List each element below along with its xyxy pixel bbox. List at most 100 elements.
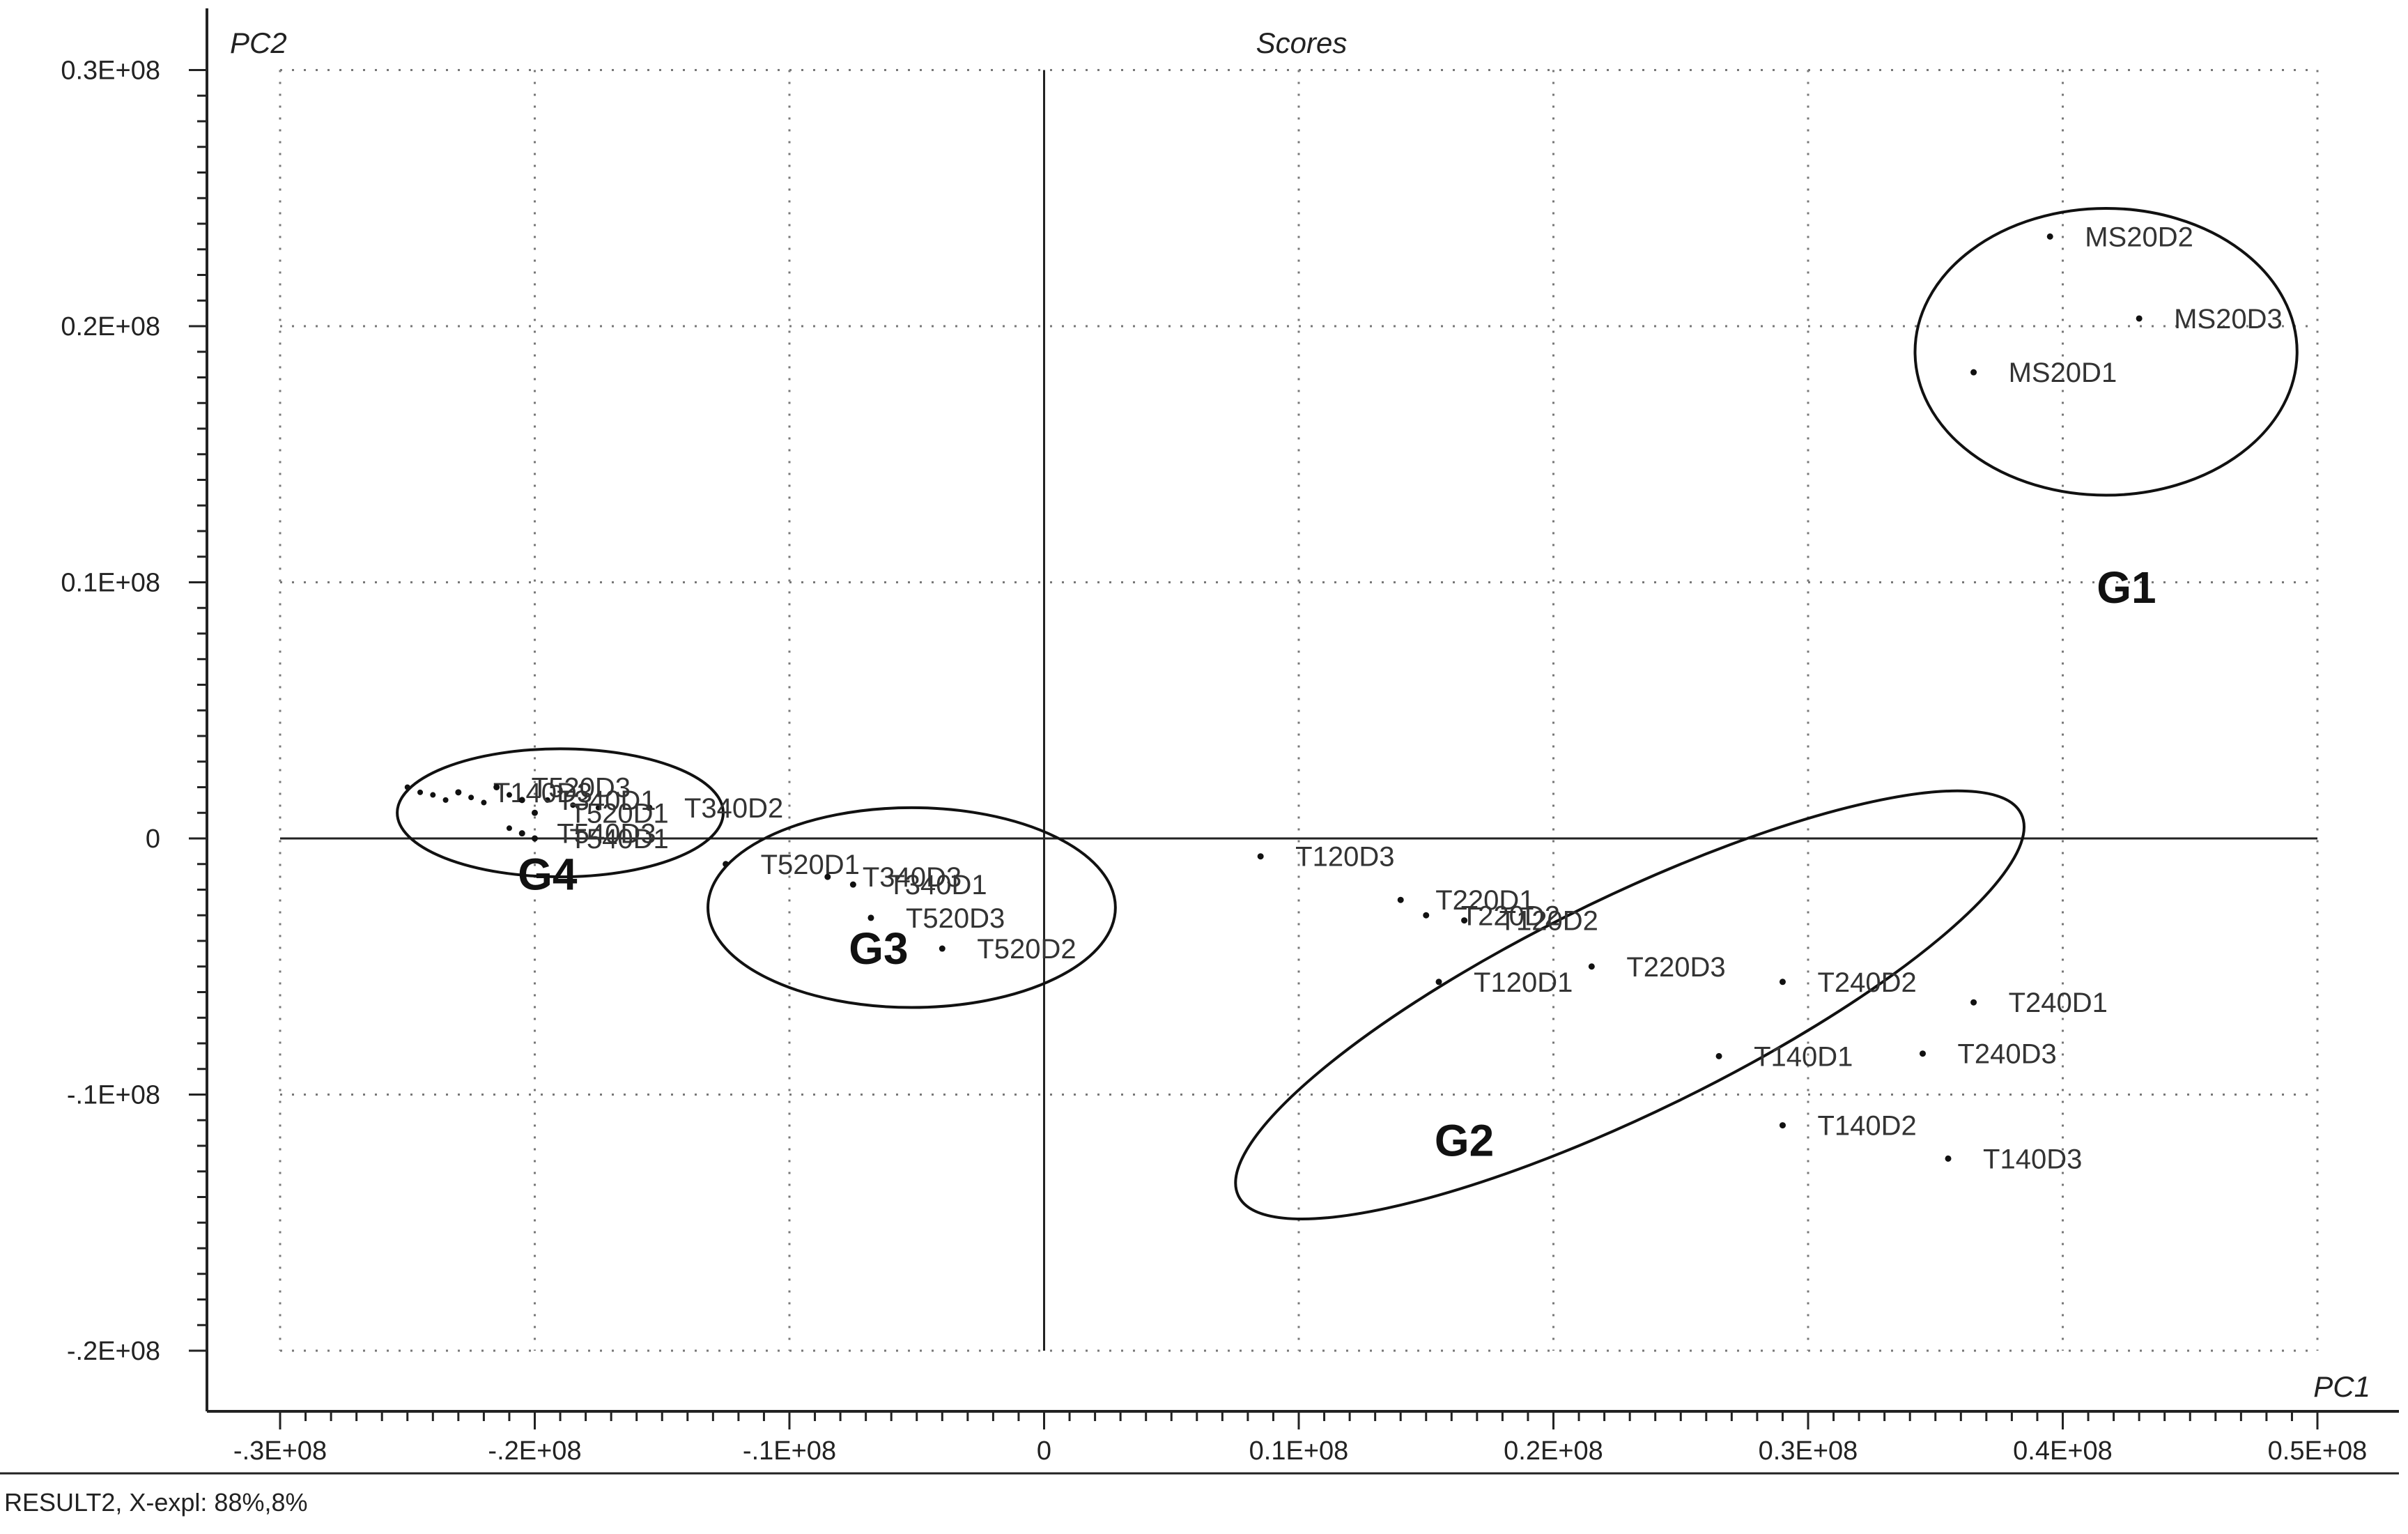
footer-text: RESULT2, X-expl: 88%,8% (4, 1488, 308, 1517)
point-label: T520D3 (906, 903, 1005, 934)
data-point (723, 861, 730, 868)
point-label: T340D1 (557, 785, 656, 816)
point-label: T140D3 (493, 778, 592, 808)
data-point (532, 809, 538, 816)
data-point (455, 789, 462, 796)
data-point (493, 784, 500, 790)
point-label: T520D1 (761, 850, 860, 880)
data-point (1779, 979, 1786, 985)
x-tick-label: -.2E+08 (488, 1436, 581, 1466)
point-label: T120D2 (1499, 906, 1598, 937)
y-axis-title: PC2 (230, 26, 287, 59)
point-label: T220D2 (1461, 900, 1560, 931)
data-point (468, 795, 474, 801)
group-label-g2: G2 (1435, 1116, 1494, 1166)
data-point (1970, 999, 1977, 1006)
point-label: T520D3 (532, 773, 631, 804)
data-point (481, 799, 487, 806)
point-label: T240D2 (1817, 967, 1916, 998)
x-tick-label: 0 (1037, 1436, 1051, 1466)
data-point (442, 797, 449, 803)
point-label: T120D1 (1474, 967, 1573, 998)
data-point (518, 797, 525, 804)
data-point (2136, 315, 2143, 322)
data-point (506, 792, 512, 798)
y-tick-label: 0.2E+08 (61, 312, 160, 342)
data-point (544, 797, 550, 803)
text-layer: Scores PC2 PC1 RESULT2, X-expl: 88%,8% (4, 26, 2370, 1517)
x-axis-title: PC1 (2313, 1370, 2370, 1403)
points-layer: MS20D2MS20D3MS20D1T340D2T140D3T520D3T340… (404, 222, 2283, 1174)
point-label: T520D1 (570, 798, 669, 829)
data-point (867, 914, 874, 921)
group-ellipse-g2 (1234, 789, 2025, 1220)
point-label: T540D1 (570, 824, 669, 854)
data-point (595, 804, 601, 811)
point-label: T220D3 (1626, 952, 1725, 983)
data-point (1588, 963, 1595, 970)
data-point (849, 881, 856, 888)
group-ellipse-g3 (707, 806, 1117, 1009)
data-point (1435, 979, 1442, 985)
axes-layer (0, 8, 2399, 1475)
data-point (506, 825, 512, 831)
y-tick-label: 0 (146, 824, 160, 854)
point-label: T520D2 (977, 934, 1076, 965)
point-label: MS20D2 (2085, 222, 2193, 252)
data-point (1779, 1122, 1786, 1129)
group-ellipse-g1 (1913, 206, 2299, 497)
data-point (1423, 912, 1430, 919)
point-label: T120D3 (1295, 842, 1394, 873)
data-point (2046, 233, 2053, 240)
point-label: T140D1 (1754, 1041, 1853, 1072)
data-point (1715, 1052, 1722, 1059)
ticks-layer: 0.3E+08 0.2E+08 0.1E+08 0 -.1E+08 -.2E+08 -.3E… (61, 56, 2367, 1466)
chart-title: Scores (1256, 26, 1348, 59)
grid-layer (279, 69, 2319, 1352)
data-point (532, 835, 538, 842)
group-label-g4: G4 (518, 850, 578, 900)
y-tick-label: -.1E+08 (67, 1081, 160, 1110)
point-label: T340D3 (863, 862, 962, 893)
point-label: T340D1 (888, 870, 987, 900)
point-label: T240D3 (1957, 1039, 2056, 1070)
x-tick-label: 0.4E+08 (2013, 1436, 2113, 1466)
point-label: T220D1 (1435, 885, 1534, 916)
x-tick-label: -.3E+08 (233, 1436, 327, 1466)
group-ellipse-g4 (396, 747, 725, 879)
data-point (404, 784, 410, 790)
data-point (417, 789, 424, 795)
data-point (824, 873, 831, 880)
data-point (1945, 1155, 1952, 1162)
data-point (1257, 853, 1264, 860)
data-point (646, 804, 653, 811)
point-label: T240D1 (2009, 988, 2108, 1018)
group-label-g3: G3 (849, 923, 908, 974)
x-tick-label: 0.2E+08 (1504, 1436, 1603, 1466)
x-tick-label: 0.3E+08 (1759, 1436, 1858, 1466)
point-label: MS20D3 (2174, 304, 2283, 335)
group-ellipses: G1 G2 G3 G4 (396, 206, 2299, 1220)
point-label: T140D3 (1983, 1144, 2082, 1174)
group-label-g1: G1 (2097, 562, 2156, 613)
x-tick-label: 0.1E+08 (1249, 1436, 1349, 1466)
point-label: T340D2 (684, 793, 783, 824)
data-point (1970, 369, 1977, 376)
y-tick-label: -.2E+08 (67, 1337, 160, 1366)
data-point (1461, 917, 1468, 924)
data-point (1397, 896, 1404, 903)
data-point (1919, 1050, 1926, 1057)
point-label: T540D3 (557, 819, 656, 850)
y-tick-label: 0.3E+08 (61, 56, 160, 86)
x-tick-label: -.1E+08 (743, 1436, 836, 1466)
y-tick-label: 0.1E+08 (61, 569, 160, 598)
data-point (518, 830, 525, 837)
x-tick-label: 0.5E+08 (2268, 1436, 2368, 1466)
data-point (570, 802, 576, 808)
data-point (430, 792, 436, 798)
data-point (939, 945, 946, 952)
point-label: T140D2 (1817, 1111, 1916, 1142)
point-label: MS20D1 (2009, 358, 2117, 388)
